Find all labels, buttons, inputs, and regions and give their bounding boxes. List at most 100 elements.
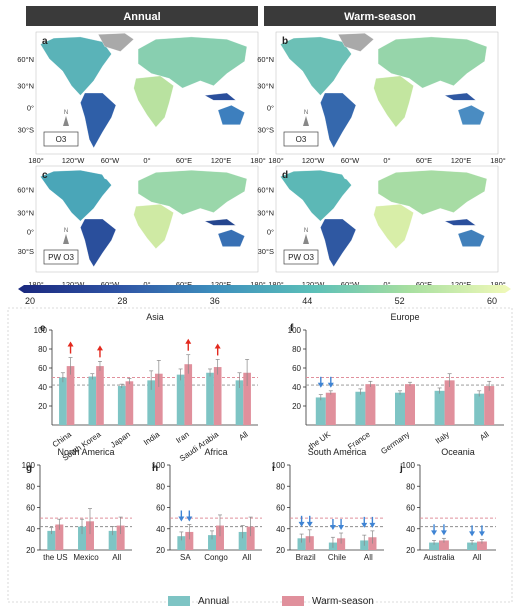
bar-warm — [484, 386, 495, 425]
map-legend-label: PW O3 — [48, 253, 74, 262]
bar-warm — [243, 372, 251, 425]
map-panel-c: c N PW O3 60°N 30°N 0° 30°S — [17, 165, 259, 273]
category-label: Australia — [423, 553, 455, 562]
lat-label: 60°N — [257, 55, 274, 64]
category-label: All — [478, 430, 491, 443]
land-eurasia — [137, 36, 248, 89]
y-tick-label: 40 — [292, 383, 301, 392]
map-legend-label: PW O3 — [288, 253, 314, 262]
down-arrow-head — [478, 531, 485, 537]
land-eurasia — [377, 170, 488, 215]
colorbar — [24, 285, 505, 293]
land-sa — [320, 218, 357, 267]
bar-annual — [88, 376, 97, 425]
lat-label: 0° — [267, 104, 274, 113]
bar-annual — [429, 542, 439, 550]
y-tick-label: 60 — [38, 364, 47, 373]
land-africa — [373, 204, 414, 249]
land-indonesia — [204, 92, 237, 101]
y-tick-label: 100 — [34, 326, 48, 335]
land-greenland — [97, 33, 134, 52]
bar-annual — [117, 386, 126, 425]
land-na — [40, 36, 112, 96]
down-arrow-head — [317, 382, 324, 388]
north-arrow-icon — [63, 116, 69, 126]
y-tick-label: 40 — [156, 525, 165, 534]
bar-section-frame — [7, 307, 513, 603]
land-eurasia — [377, 36, 488, 89]
bar-warm — [116, 525, 125, 550]
map-legend-label: O3 — [56, 135, 67, 144]
y-tick-label: 40 — [26, 525, 35, 534]
down-arrow-head — [361, 522, 368, 528]
up-arrow-head — [185, 338, 192, 344]
bar-warm — [477, 541, 487, 550]
bar-warm — [305, 536, 314, 550]
down-arrow-head — [186, 516, 193, 522]
bar-warm — [444, 380, 455, 425]
lon-label: 120°W — [62, 280, 86, 289]
land-na — [280, 170, 352, 222]
bar-annual — [238, 531, 247, 550]
y-tick-label: 40 — [406, 525, 415, 534]
north-arrow-label: N — [304, 110, 308, 116]
header-warm-label: Warm-season — [344, 11, 416, 23]
down-arrow-head — [327, 382, 334, 388]
bar-warm — [96, 366, 104, 425]
y-tick-label: 20 — [406, 546, 415, 555]
lon-label: 180° — [250, 280, 266, 289]
bar-warm — [66, 366, 75, 425]
lon-label: 60°E — [176, 156, 192, 165]
lon-label: 0° — [383, 280, 390, 289]
colorbar-tick-label: 28 — [117, 296, 127, 306]
lat-label: 30°S — [18, 247, 34, 256]
north-arrow-label: N — [304, 228, 308, 234]
y-tick-label: 40 — [276, 525, 285, 534]
bar-annual — [474, 393, 485, 425]
panel-letter-b: b — [282, 36, 288, 47]
down-arrow-head — [338, 525, 345, 530]
category-label: Iran — [174, 430, 190, 445]
colorbar-tick-label: 36 — [210, 296, 220, 306]
bar-warm — [125, 381, 134, 425]
land-africa — [373, 75, 414, 128]
bar-warm — [184, 364, 193, 425]
colorbar-tick-label: 52 — [395, 296, 405, 306]
lon-label: 120°E — [211, 156, 232, 165]
bar-warm — [439, 540, 449, 550]
land-greenland — [97, 166, 134, 184]
up-arrow-head — [67, 341, 74, 347]
lon-label: 60°W — [341, 156, 360, 165]
lon-label: 120°E — [451, 280, 472, 289]
lon-label: 120°W — [62, 156, 86, 165]
category-label: Germany — [379, 430, 411, 456]
chart-title: Oceania — [441, 447, 475, 457]
chart-letter: e — [40, 323, 46, 334]
down-arrow-head — [306, 521, 313, 527]
legend-label-annual: Annual — [198, 596, 229, 607]
lon-label: 180° — [28, 156, 44, 165]
category-label: All — [242, 553, 251, 562]
header-annual-bar — [26, 6, 258, 26]
bar-warm — [185, 531, 194, 550]
down-arrow-head — [440, 530, 447, 536]
down-arrow-head — [369, 522, 376, 528]
chart-title: Europe — [390, 312, 419, 322]
down-arrow-head — [178, 516, 185, 522]
lat-label: 30°S — [258, 126, 274, 135]
lon-label: 120°W — [302, 280, 326, 289]
chart-letter: g — [26, 463, 32, 474]
y-tick-label: 80 — [156, 482, 165, 491]
chart-title: South America — [308, 447, 367, 457]
lon-label: 180° — [268, 156, 284, 165]
y-tick-label: 100 — [288, 326, 302, 335]
category-label: SA — [180, 553, 191, 562]
north-arrow-label: N — [64, 110, 68, 116]
colorbar-tick-label: 60 — [487, 296, 497, 306]
lat-label: 30°S — [18, 126, 34, 135]
y-tick-label: 100 — [22, 461, 36, 470]
land-sa — [320, 92, 357, 149]
lon-label: 60°W — [101, 156, 120, 165]
